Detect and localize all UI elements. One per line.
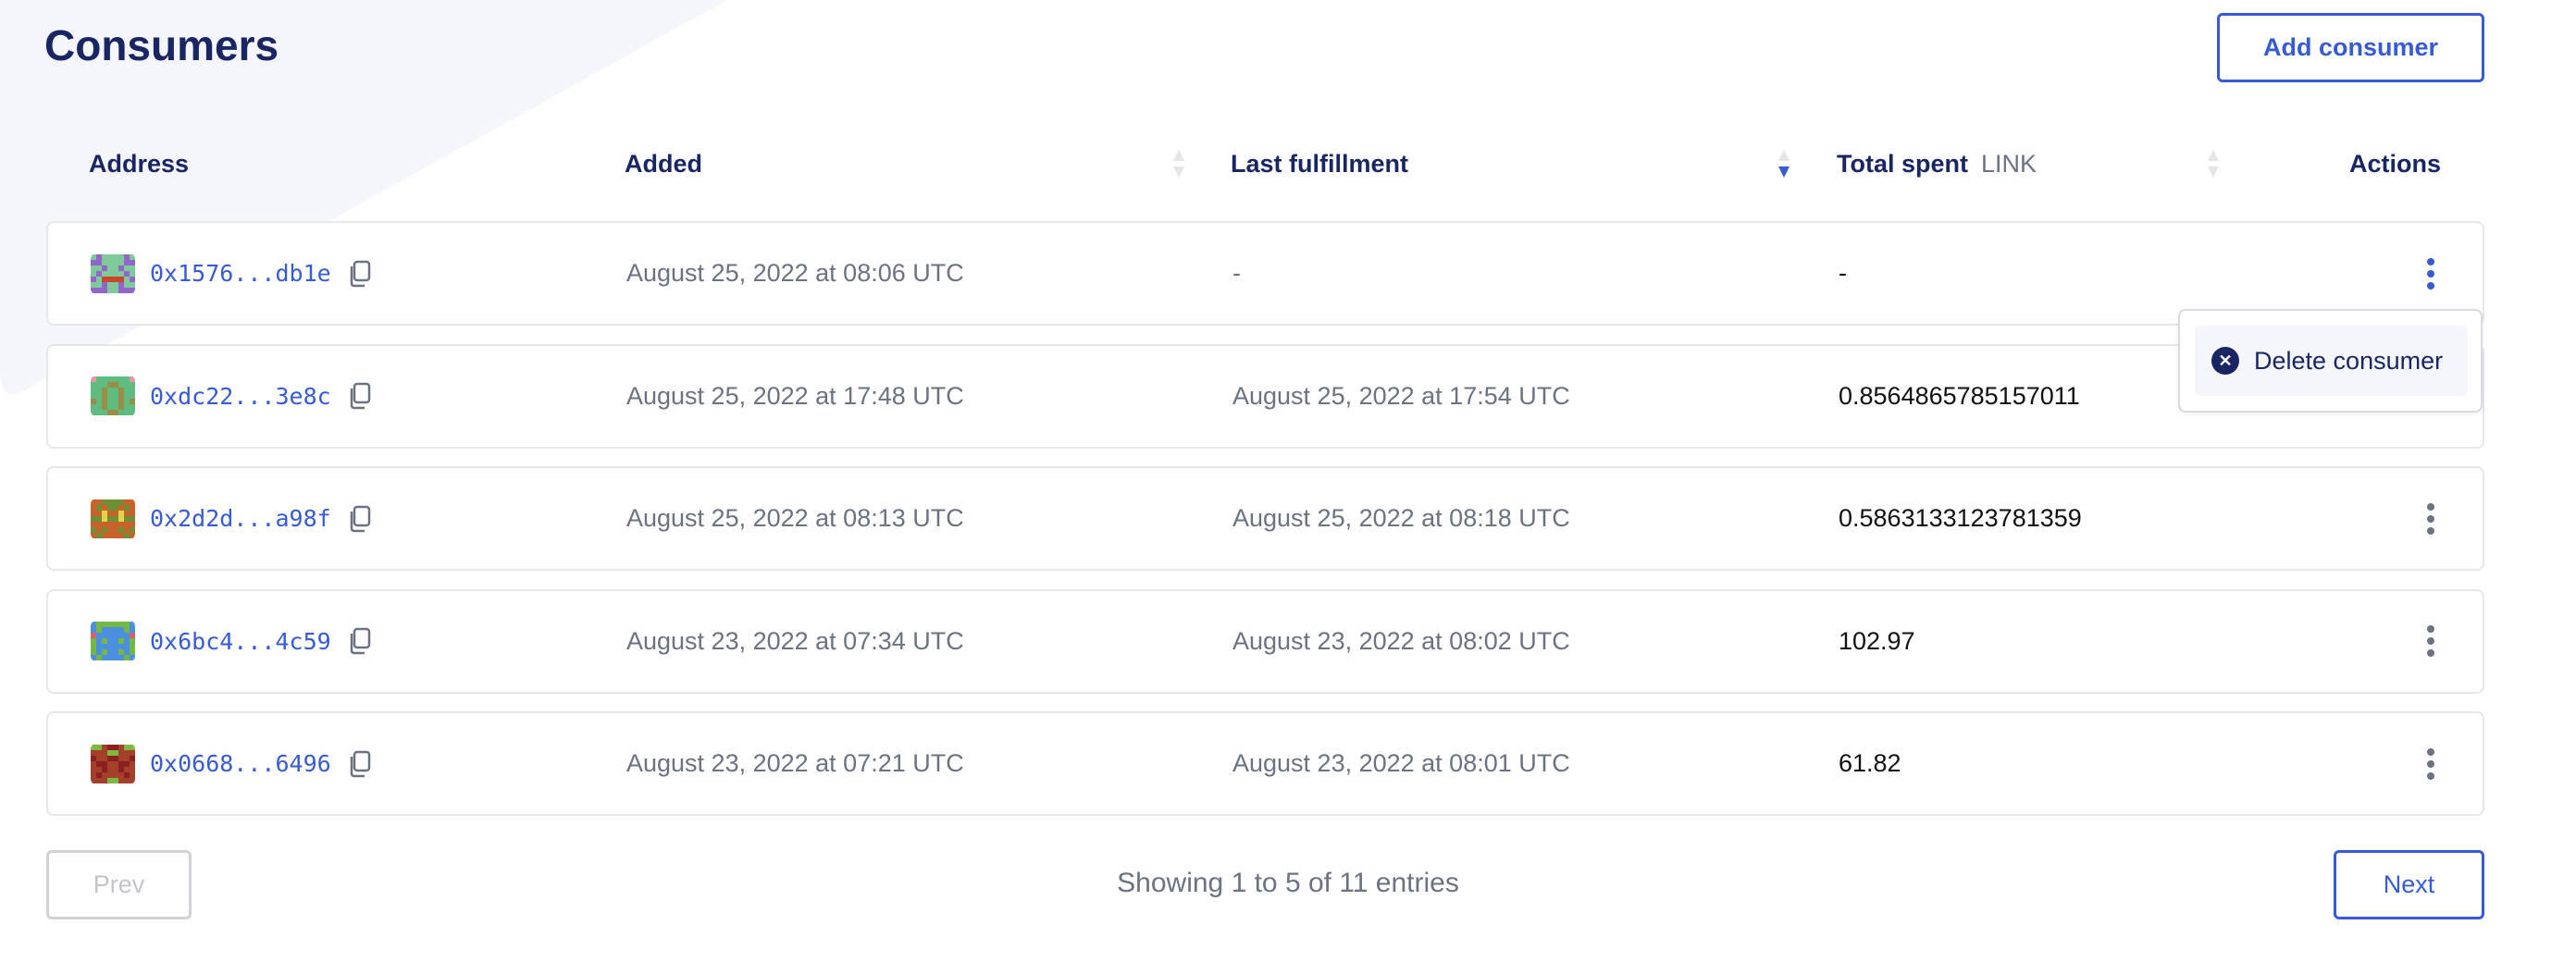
column-header-total-spent[interactable]: Total spent LINK <box>1837 150 2037 179</box>
copy-icon[interactable] <box>348 382 372 410</box>
close-circle-icon: ✕ <box>2211 347 2239 375</box>
table-row: 0xdc22...3e8c August 25, 2022 at 17:48 U… <box>46 343 2484 449</box>
added-cell: August 23, 2022 at 07:34 UTC <box>626 626 964 655</box>
table-row: 0x6bc4...4c59 August 23, 2022 at 07:34 U… <box>46 588 2484 694</box>
avatar <box>91 253 135 293</box>
added-cell: August 25, 2022 at 17:48 UTC <box>626 381 964 410</box>
prev-page-button[interactable]: Prev <box>46 850 192 919</box>
table-row: 0x0668...6496 August 23, 2022 at 07:21 U… <box>46 711 2484 816</box>
table-row: 0x2d2d...a98f August 25, 2022 at 08:13 U… <box>46 466 2484 571</box>
address-link[interactable]: 0xdc22...3e8c <box>150 382 331 410</box>
more-actions-button[interactable] <box>2425 591 2436 692</box>
total-spent-cell: 61.82 <box>1839 749 1901 777</box>
sort-icon-last-fulfillment[interactable] <box>1777 148 1791 179</box>
address-cell: 0xdc22...3e8c <box>91 346 372 447</box>
last-fulfillment-cell: August 23, 2022 at 08:02 UTC <box>1232 626 1570 655</box>
delete-consumer-label: Delete consumer <box>2254 346 2444 375</box>
avatar <box>91 376 135 415</box>
pagination-summary: Showing 1 to 5 of 11 entries <box>1117 868 1459 898</box>
avatar <box>91 499 135 538</box>
copy-icon[interactable] <box>348 505 372 533</box>
more-vertical-icon <box>2427 502 2434 535</box>
added-cell: August 25, 2022 at 08:13 UTC <box>626 504 964 532</box>
more-vertical-icon <box>2427 257 2434 290</box>
more-actions-button[interactable] <box>2425 468 2436 569</box>
address-link[interactable]: 0x1576...db1e <box>150 260 331 287</box>
copy-icon[interactable] <box>348 750 372 778</box>
sort-icon-total-spent[interactable] <box>2206 148 2221 179</box>
page-title: Consumers <box>44 21 279 69</box>
copy-icon[interactable] <box>348 260 372 288</box>
add-consumer-button[interactable]: Add consumer <box>2217 13 2484 82</box>
next-page-button[interactable]: Next <box>2334 850 2484 919</box>
address-cell: 0x0668...6496 <box>91 713 372 814</box>
more-actions-button[interactable] <box>2425 223 2436 324</box>
sort-icon-added[interactable] <box>1171 148 1186 179</box>
address-cell: 0x6bc4...4c59 <box>91 591 372 692</box>
delete-consumer-menu-item[interactable]: ✕ Delete consumer <box>2195 326 2468 396</box>
column-header-added[interactable]: Added <box>625 150 702 178</box>
copy-icon[interactable] <box>348 627 372 655</box>
total-spent-cell: - <box>1839 259 1847 287</box>
more-vertical-icon <box>2427 747 2434 780</box>
column-header-actions: Actions <box>2348 150 2441 178</box>
address-link[interactable]: 0x6bc4...4c59 <box>150 627 331 655</box>
table-row: 0x1576...db1e August 25, 2022 at 08:06 U… <box>46 221 2484 326</box>
avatar <box>91 744 135 783</box>
total-spent-cell: 102.97 <box>1839 626 1915 655</box>
address-cell: 0x1576...db1e <box>91 223 372 324</box>
last-fulfillment-cell: August 25, 2022 at 08:18 UTC <box>1232 504 1570 532</box>
column-header-address: Address <box>89 150 190 178</box>
address-link[interactable]: 0x0668...6496 <box>150 750 331 777</box>
total-spent-cell: 0.8564865785157011 <box>1839 381 2080 410</box>
avatar <box>91 622 135 660</box>
address-link[interactable]: 0x2d2d...a98f <box>150 505 331 532</box>
total-spent-label: Total spent <box>1837 150 1969 178</box>
added-cell: August 25, 2022 at 08:06 UTC <box>626 259 964 287</box>
column-header-last-fulfillment[interactable]: Last fulfillment <box>1231 150 1409 178</box>
added-cell: August 23, 2022 at 07:21 UTC <box>626 749 964 777</box>
total-spent-unit: LINK <box>1981 150 2037 178</box>
row-actions-menu: ✕ Delete consumer <box>2178 309 2483 413</box>
last-fulfillment-cell: August 23, 2022 at 08:01 UTC <box>1232 749 1570 777</box>
last-fulfillment-cell: August 25, 2022 at 17:54 UTC <box>1232 381 1570 410</box>
address-cell: 0x2d2d...a98f <box>91 468 372 569</box>
last-fulfillment-cell: - <box>1232 259 1241 287</box>
total-spent-cell: 0.5863133123781359 <box>1839 504 2082 532</box>
more-vertical-icon <box>2427 625 2434 657</box>
more-actions-button[interactable] <box>2425 713 2436 814</box>
